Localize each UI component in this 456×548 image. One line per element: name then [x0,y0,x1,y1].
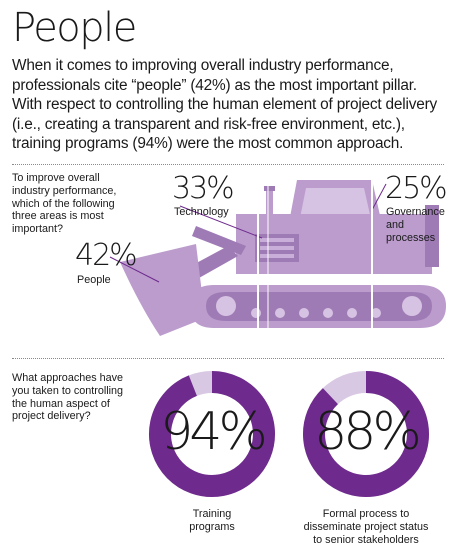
training-label-line: programs [189,521,235,533]
governance-label-line-1: Governance [386,206,445,218]
people-label: People [77,274,111,286]
governance-percent: 25% [385,171,448,206]
formal-process-percent: 88% [314,402,422,462]
formal-process-label-line: to senior stakeholders [313,534,419,546]
question-1-line: To improve overall [12,172,100,184]
technology-label: Technology [174,206,229,218]
training-label: Training programs [152,508,272,534]
question-2: What approaches have you taken to contro… [12,372,123,423]
track-wheels [216,296,422,318]
question-2-line: project delivery? [12,410,91,423]
exhaust-stack [266,190,273,216]
question-1-line: important? [12,223,64,236]
question-1-line: industry performance, [12,184,117,197]
technology-callout-line [179,205,263,239]
question-1-line: which of the following [12,197,115,210]
people-callout-line [109,256,160,283]
page-title: People [12,5,137,51]
formal-process-label: Formal process to disseminate project st… [296,508,436,547]
governance-label-line-2: and processes [386,219,436,244]
ring-arc-training [149,371,275,497]
ring-arc-formal-process [303,371,429,497]
divider-top [12,164,444,165]
dozer-blade [120,244,205,336]
training-label-line: Training [192,508,232,520]
formal-process-label-line: Formal process to [322,508,410,520]
governance-callout-line [371,183,387,211]
question-2-line: you taken to controlling [12,384,124,397]
rear-grille [425,205,439,267]
people-percent: 42% [75,238,138,273]
formal-process-label-line: disseminate project status [303,521,429,533]
question-1: To improve overall industry performance,… [12,172,116,236]
technology-percent: 33% [172,171,235,206]
hydraulic-cylinder [192,226,246,255]
training-percent: 94% [160,402,268,462]
question-2-line: the human aspect of [12,397,110,410]
intro-paragraph: When it comes to improving overall indus… [12,57,437,152]
exhaust-cap [264,186,275,191]
question-2-line: What approaches have [12,372,124,384]
divider-middle [12,358,444,359]
question-1-line: three areas is most [12,210,104,223]
